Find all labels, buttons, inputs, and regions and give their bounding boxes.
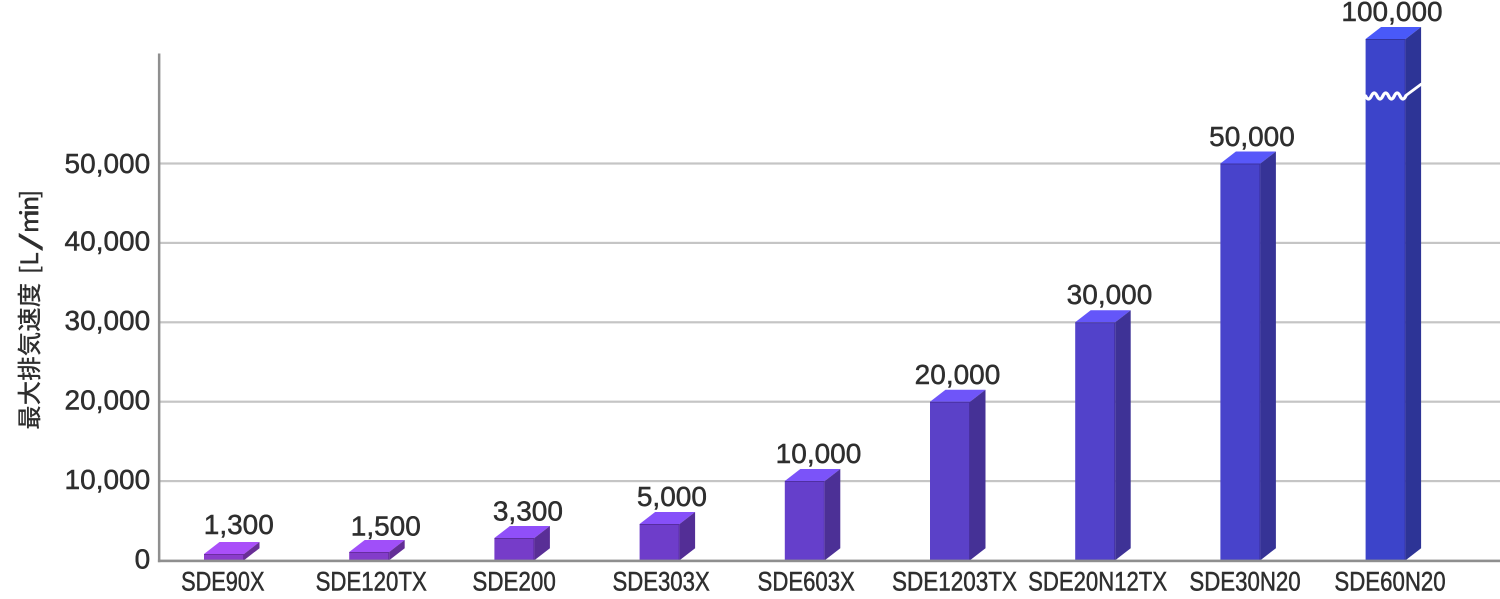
svg-text:SDE603X: SDE603X bbox=[758, 567, 856, 595]
svg-text:20,000: 20,000 bbox=[915, 359, 1001, 390]
svg-text:20,000: 20,000 bbox=[65, 385, 151, 416]
svg-text:SDE120TX: SDE120TX bbox=[316, 567, 427, 595]
svg-text:SDE200: SDE200 bbox=[472, 567, 555, 595]
svg-text:SDE90X: SDE90X bbox=[181, 567, 265, 595]
svg-text:40,000: 40,000 bbox=[65, 226, 151, 257]
svg-text:SDE30N20: SDE30N20 bbox=[1189, 567, 1300, 595]
svg-text:3,300: 3,300 bbox=[493, 496, 563, 527]
svg-text:50,000: 50,000 bbox=[65, 148, 151, 179]
svg-text:50,000: 50,000 bbox=[1209, 121, 1295, 152]
svg-text:5,000: 5,000 bbox=[637, 481, 707, 512]
svg-text:10,000: 10,000 bbox=[65, 464, 151, 495]
svg-text:SDE20N12TX: SDE20N12TX bbox=[1028, 567, 1167, 595]
svg-text:100,000: 100,000 bbox=[1341, 0, 1442, 27]
svg-text:10,000: 10,000 bbox=[776, 438, 862, 469]
svg-text:1,500: 1,500 bbox=[351, 511, 421, 542]
svg-text:SDE1203TX: SDE1203TX bbox=[892, 567, 1017, 595]
svg-text:SDE303X: SDE303X bbox=[612, 567, 710, 595]
svg-text:1,300: 1,300 bbox=[204, 509, 274, 540]
svg-text:30,000: 30,000 bbox=[65, 305, 151, 336]
svg-text:SDE60N20: SDE60N20 bbox=[1334, 567, 1445, 595]
svg-text:0: 0 bbox=[135, 543, 151, 574]
svg-text:30,000: 30,000 bbox=[1067, 279, 1153, 310]
